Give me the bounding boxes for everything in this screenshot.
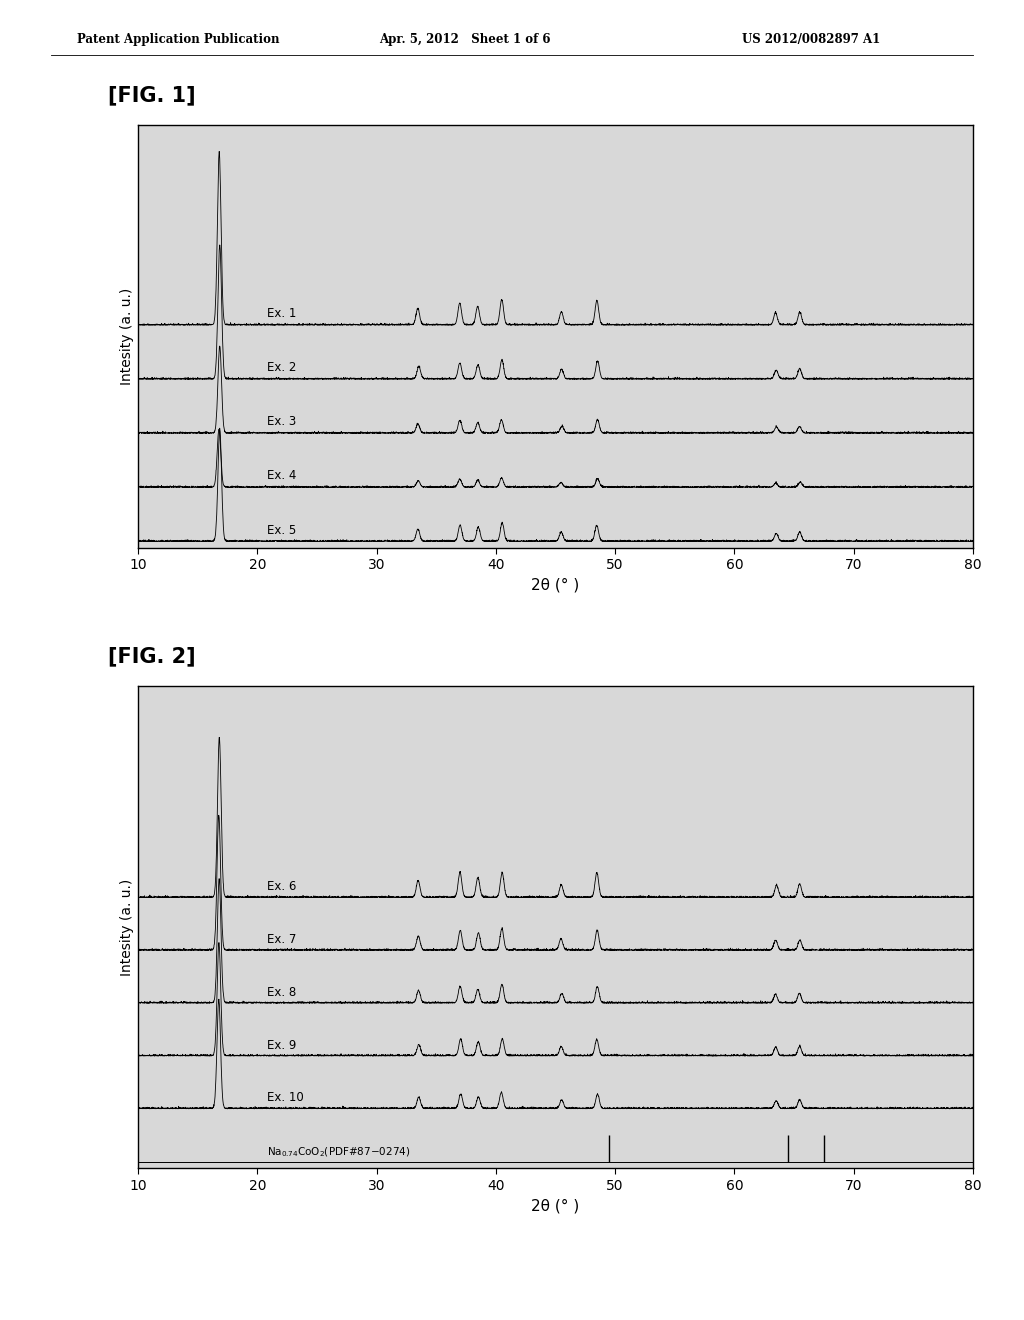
Text: Ex. 5: Ex. 5	[267, 524, 296, 536]
Text: Na$_{0.74}$CoO$_2$(PDF#87$-$0274): Na$_{0.74}$CoO$_2$(PDF#87$-$0274)	[267, 1146, 411, 1159]
Text: Ex. 6: Ex. 6	[267, 880, 296, 894]
Text: Ex. 3: Ex. 3	[267, 416, 296, 429]
Text: Ex. 7: Ex. 7	[267, 933, 296, 946]
Text: Ex. 10: Ex. 10	[267, 1092, 304, 1105]
Text: [FIG. 2]: [FIG. 2]	[108, 647, 196, 667]
X-axis label: 2θ (° ): 2θ (° )	[531, 1199, 580, 1213]
Text: Apr. 5, 2012   Sheet 1 of 6: Apr. 5, 2012 Sheet 1 of 6	[379, 33, 550, 46]
Text: US 2012/0082897 A1: US 2012/0082897 A1	[742, 33, 881, 46]
Text: Ex. 4: Ex. 4	[267, 470, 296, 483]
Text: Ex. 2: Ex. 2	[267, 362, 296, 375]
Text: Patent Application Publication: Patent Application Publication	[77, 33, 280, 46]
Text: Ex. 8: Ex. 8	[267, 986, 296, 999]
Y-axis label: Intesity (a. u.): Intesity (a. u.)	[120, 288, 134, 385]
Text: Ex. 9: Ex. 9	[267, 1039, 296, 1052]
Text: [FIG. 1]: [FIG. 1]	[108, 86, 196, 106]
X-axis label: 2θ (° ): 2θ (° )	[531, 578, 580, 593]
Text: Ex. 1: Ex. 1	[267, 308, 296, 321]
Y-axis label: Intesity (a. u.): Intesity (a. u.)	[120, 879, 134, 975]
